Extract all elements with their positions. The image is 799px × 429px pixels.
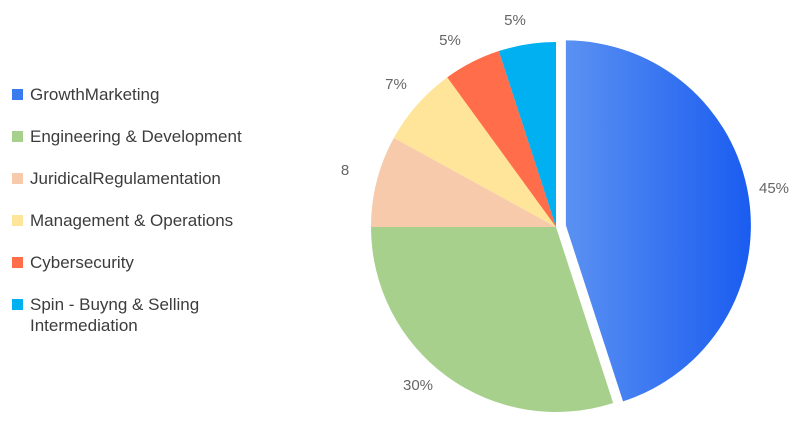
legend-swatch: [12, 173, 23, 184]
legend-label: Cybersecurity: [30, 253, 134, 272]
legend-label: JuridicalRegulamentation: [30, 169, 221, 188]
legend-label: Spin - Buyng & Selling Intermediation: [30, 295, 200, 335]
chart-legend: GrowthMarketing Engineering & Development…: [12, 84, 330, 336]
slice-data-label: 7%: [385, 76, 407, 93]
pie-slice: [371, 137, 556, 227]
legend-label: Engineering & Development: [30, 127, 242, 146]
slice-data-label: 30%: [403, 377, 433, 394]
legend-item: Cybersecurity: [12, 252, 330, 273]
slice-data-label: 8: [341, 162, 349, 179]
legend-swatch: [12, 299, 23, 310]
slice-data-label: 5%: [504, 12, 526, 29]
legend-label: GrowthMarketing: [30, 85, 160, 104]
legend-swatch: [12, 89, 23, 100]
pie-slice: [371, 227, 614, 413]
legend-item: Management & Operations: [12, 210, 330, 231]
legend-item: Engineering & Development: [12, 126, 330, 147]
pie-data-labels: 45% 30% 8 7% 5% 5%: [341, 12, 789, 394]
legend-item: JuridicalRegulamentation: [12, 168, 330, 189]
legend-swatch: [12, 215, 23, 226]
slice-data-label: 5%: [439, 32, 461, 49]
legend-swatch: [12, 131, 23, 142]
pie-slices: [371, 40, 751, 413]
pie-slice: [565, 40, 751, 402]
pie-slice: [393, 77, 556, 228]
pie-slice: [447, 51, 556, 227]
legend-swatch: [12, 257, 23, 268]
pie-slice: [498, 42, 556, 227]
legend-item: Spin - Buyng & Selling Intermediation: [12, 294, 330, 336]
slice-data-label: 45%: [759, 180, 789, 197]
legend-item: GrowthMarketing: [12, 84, 330, 105]
legend-label: Management & Operations: [30, 211, 234, 230]
